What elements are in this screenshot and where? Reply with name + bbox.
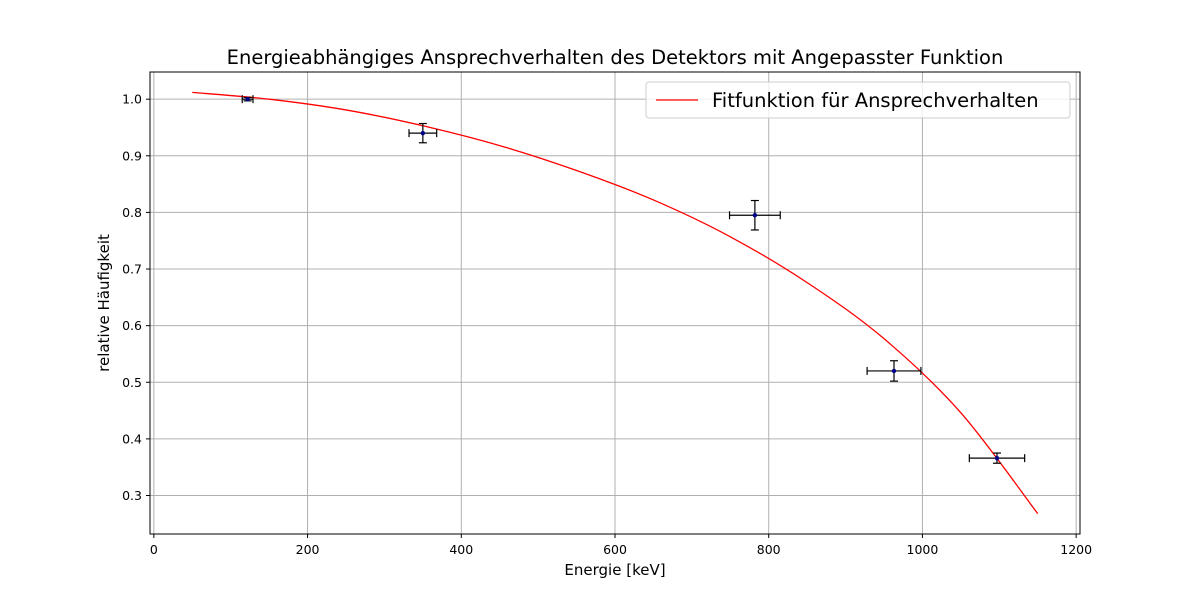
y-tick-label: 0.8 [122, 205, 142, 220]
y-tick-label: 0.5 [122, 375, 142, 390]
grid [150, 72, 1080, 534]
y-tick-label: 0.3 [122, 488, 142, 503]
x-tick-label: 0 [150, 542, 158, 557]
x-axis-label: Energie [keV] [564, 561, 665, 579]
y-tick-label: 0.7 [122, 262, 142, 277]
x-tick-label: 800 [757, 542, 781, 557]
chart-title: Energieabhängiges Ansprechverhalten des … [227, 46, 1004, 69]
y-axis-ticks: 0.3 0.4 0.5 0.6 0.7 0.8 0.9 1.0 [122, 92, 150, 503]
data-marker [420, 130, 426, 136]
data-point [866, 360, 922, 382]
fit-line-group [192, 91, 1039, 515]
legend-box [645, 81, 1071, 119]
x-axis-ticks: 0 200 400 600 800 1000 1200 [150, 534, 1092, 557]
data-point [728, 199, 781, 231]
data-marker [994, 455, 1000, 461]
y-tick-label: 0.4 [122, 431, 142, 446]
data-marker [245, 96, 250, 102]
y-axis-label: relative Häufigkeit [95, 234, 113, 372]
fit-curve [192, 91, 1039, 515]
y-tick-label: 1.0 [122, 92, 142, 107]
y-tick-label: 0.9 [122, 148, 142, 163]
x-tick-label: 1000 [907, 542, 939, 557]
x-tick-label: 400 [449, 542, 473, 557]
legend: Fitfunktion für Ansprechverhalten [645, 81, 1071, 119]
legend-label-fit: Fitfunktion für Ansprechverhalten [712, 89, 1039, 112]
data-point [968, 452, 1026, 464]
data-points-group [241, 95, 1026, 464]
data-marker [752, 213, 758, 218]
y-tick-label: 0.6 [122, 318, 142, 333]
data-point [408, 122, 438, 144]
data-marker [891, 368, 897, 374]
data-point [241, 95, 254, 104]
x-tick-label: 600 [603, 542, 627, 557]
x-tick-label: 200 [296, 542, 320, 557]
x-tick-label: 1200 [1060, 542, 1092, 557]
